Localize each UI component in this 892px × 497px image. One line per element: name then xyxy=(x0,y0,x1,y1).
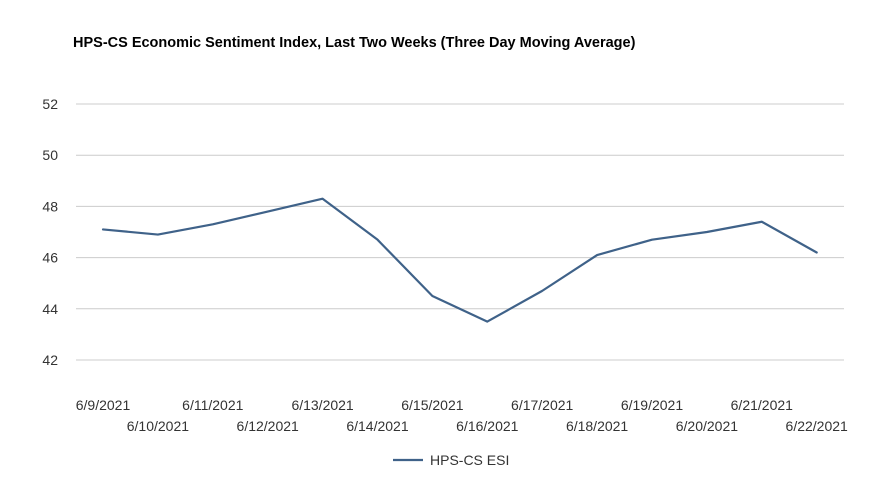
x-axis-tick-labels: 6/9/2021 6/10/2021 6/11/2021 6/12/2021 6/13/… xyxy=(76,397,848,434)
y-axis-tick-labels: 42 44 46 48 50 52 xyxy=(42,96,58,368)
data-point[interactable] xyxy=(815,250,819,254)
y-tick-label: 50 xyxy=(42,147,58,163)
data-point[interactable] xyxy=(156,233,160,237)
data-point[interactable] xyxy=(266,210,270,214)
data-point[interactable] xyxy=(101,227,105,231)
x-tick-label: 6/17/2021 xyxy=(511,397,573,413)
x-tick-label: 6/18/2021 xyxy=(566,418,628,434)
data-point[interactable] xyxy=(211,222,215,226)
data-point[interactable] xyxy=(705,230,709,234)
x-tick-label: 6/16/2021 xyxy=(456,418,518,434)
x-tick-label: 6/13/2021 xyxy=(291,397,353,413)
x-tick-label: 6/12/2021 xyxy=(237,418,299,434)
data-point[interactable] xyxy=(376,238,380,242)
legend-label: HPS-CS ESI xyxy=(430,452,509,468)
y-tick-label: 48 xyxy=(42,198,58,214)
x-tick-label: 6/21/2021 xyxy=(731,397,793,413)
x-tick-label: 6/22/2021 xyxy=(786,418,848,434)
y-tick-label: 44 xyxy=(42,301,58,317)
x-tick-label: 6/11/2021 xyxy=(182,397,243,413)
x-tick-label: 6/9/2021 xyxy=(76,397,131,413)
data-point[interactable] xyxy=(540,289,544,293)
chart-title: HPS-CS Economic Sentiment Index, Last Tw… xyxy=(73,35,636,51)
data-point[interactable] xyxy=(760,220,764,224)
y-tick-label: 52 xyxy=(42,96,58,112)
data-point[interactable] xyxy=(485,320,489,324)
x-tick-label: 6/10/2021 xyxy=(127,418,189,434)
data-point[interactable] xyxy=(321,197,325,201)
y-tick-label: 46 xyxy=(42,250,58,266)
data-point[interactable] xyxy=(430,294,434,298)
data-point[interactable] xyxy=(595,253,599,257)
x-tick-label: 6/14/2021 xyxy=(346,418,408,434)
x-tick-label: 6/19/2021 xyxy=(621,397,683,413)
gridlines xyxy=(76,103,844,361)
x-tick-label: 6/20/2021 xyxy=(676,418,738,434)
series-line[interactable] xyxy=(101,197,818,323)
data-point[interactable] xyxy=(650,238,654,242)
y-tick-label: 42 xyxy=(42,352,58,368)
x-tick-label: 6/15/2021 xyxy=(401,397,463,413)
legend[interactable]: HPS-CS ESI xyxy=(393,452,509,468)
series-layer xyxy=(101,197,819,324)
